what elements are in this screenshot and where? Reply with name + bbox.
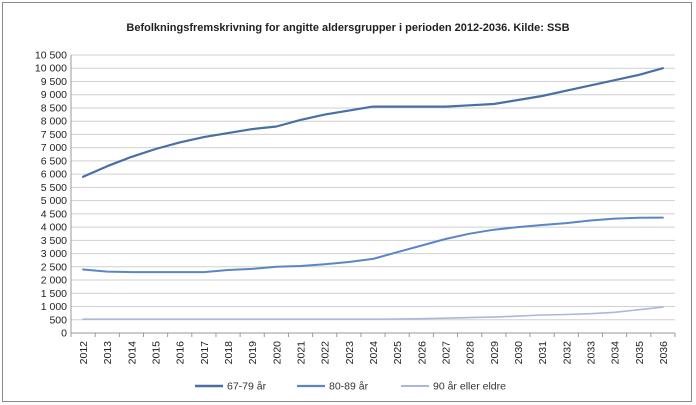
x-tick-label: 2024 (368, 341, 380, 365)
series-line-2 (82, 216, 664, 274)
series-line-1 (81, 67, 665, 178)
x-tick-label: 2030 (513, 341, 525, 365)
y-tick-label: 10 000 (35, 63, 67, 75)
y-tick-label: 4 500 (41, 208, 67, 220)
legend: 67-79 år 80-89 år 90 år eller eldre (195, 381, 506, 393)
y-tick-label: 8 500 (41, 102, 67, 114)
y-tick-label: 3 500 (41, 235, 67, 247)
y-tick-label: 6 000 (41, 169, 67, 181)
y-tick-label: 500 (49, 314, 67, 326)
x-tick-label: 2028 (465, 341, 477, 365)
x-tick-label: 2023 (344, 341, 356, 365)
y-tick-label: 7 000 (41, 142, 67, 154)
x-tick-label: 2012 (78, 341, 90, 365)
x-tick-label: 2035 (634, 341, 646, 365)
y-tick-label: 5 500 (41, 182, 67, 194)
x-tick-label: 2017 (199, 341, 211, 365)
x-tick-label: 2013 (102, 341, 114, 365)
y-tick-label: 4 000 (41, 222, 67, 234)
x-tick-label: 2031 (537, 341, 549, 365)
y-tick-label: 9 500 (41, 76, 67, 88)
x-tick-label: 2022 (320, 341, 332, 365)
series-line-3 (82, 306, 664, 321)
y-tick-label: 10 500 (35, 50, 67, 62)
x-tick-label: 2033 (585, 341, 597, 365)
y-tick-label: 1 500 (41, 288, 67, 300)
y-tick-label: 1 000 (41, 301, 67, 313)
y-tick-label: 2 500 (41, 261, 67, 273)
x-tick-label: 2020 (271, 341, 283, 365)
x-tick-label: 2026 (416, 341, 428, 365)
chart-frame: Befolkningsfremskrivning for angitte ald… (2, 2, 692, 402)
x-tick-label: 2016 (175, 341, 187, 365)
x-tick-label: 2027 (440, 341, 452, 365)
legend-label-3: 90 år eller eldre (433, 381, 506, 393)
y-tick-label: 9 000 (41, 89, 67, 101)
y-tick-label: 6 500 (41, 155, 67, 167)
x-axis-ticks: 2012 2013 2014 2015 2016 2017 2018 2019 2020 2021… (70, 333, 676, 365)
y-tick-label: 5 000 (41, 195, 67, 207)
x-tick-label: 2032 (561, 341, 573, 365)
line-chart: Befolkningsfremskrivning for angitte ald… (35, 22, 676, 393)
y-tick-label: 0 (61, 328, 67, 340)
x-tick-label: 2034 (610, 341, 622, 365)
y-tick-label: 8 000 (41, 116, 67, 128)
x-tick-label: 2021 (296, 341, 308, 365)
x-tick-label: 2019 (247, 341, 259, 365)
y-tick-label: 2 000 (41, 275, 67, 287)
legend-label-2: 80-89 år (329, 381, 369, 393)
x-tick-label: 2036 (658, 341, 670, 365)
x-tick-label: 2018 (223, 341, 235, 365)
x-tick-label: 2014 (126, 341, 138, 365)
legend-label-1: 67-79 år (227, 381, 267, 393)
series-lines (81, 67, 665, 321)
y-tick-label: 7 500 (41, 129, 67, 141)
y-tick-label: 3 000 (41, 248, 67, 260)
x-tick-label: 2025 (392, 341, 404, 365)
x-tick-label: 2015 (151, 341, 163, 365)
gridlines (70, 54, 675, 334)
x-tick-label: 2029 (489, 341, 501, 365)
chart-title: Befolkningsfremskrivning for angitte ald… (126, 22, 569, 34)
